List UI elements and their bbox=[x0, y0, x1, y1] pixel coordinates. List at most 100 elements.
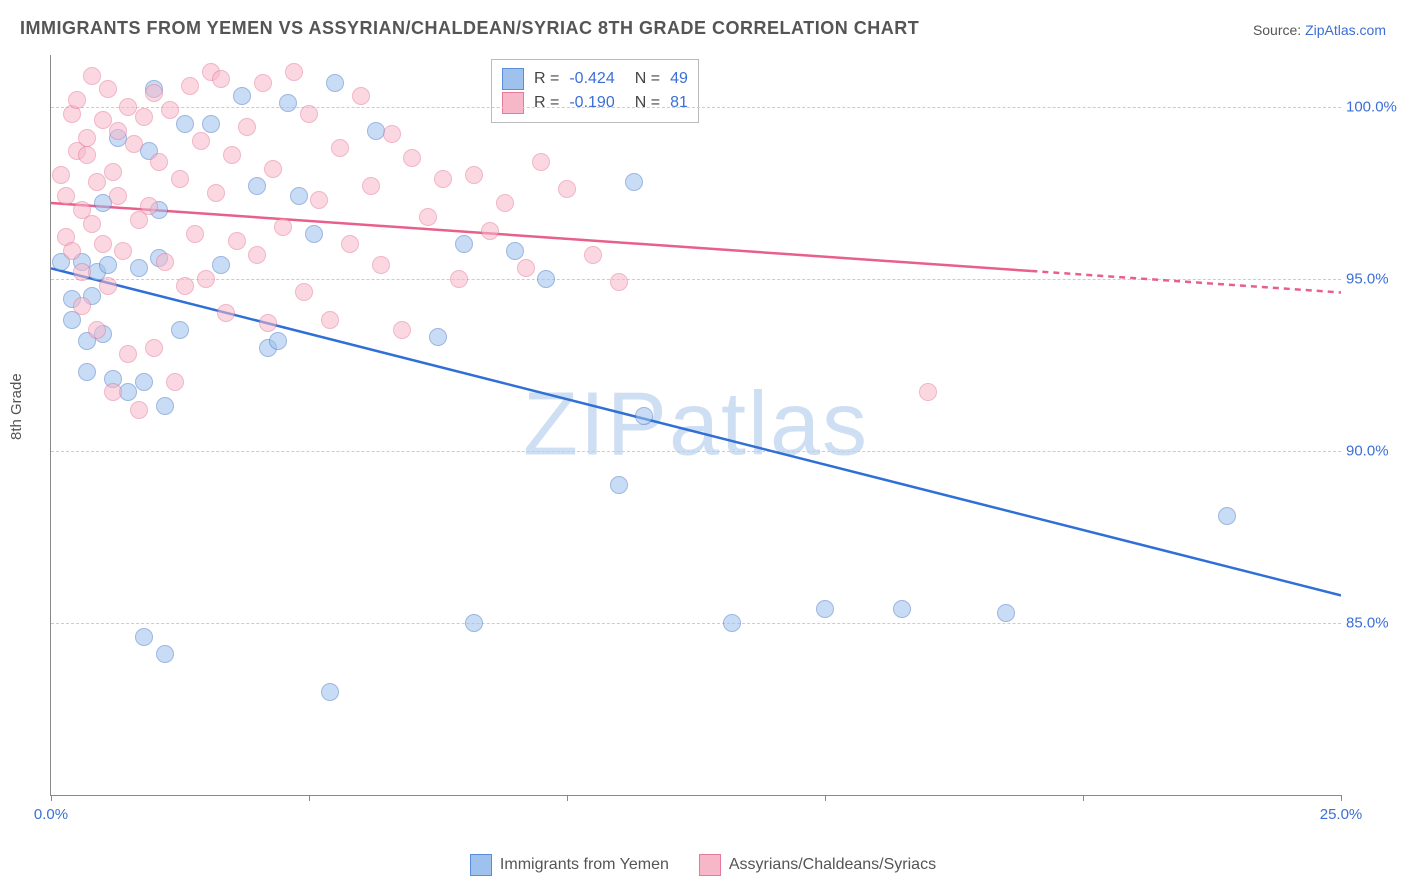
data-point bbox=[109, 122, 127, 140]
data-point bbox=[140, 197, 158, 215]
y-axis-label: 8th Grade bbox=[8, 373, 25, 440]
y-tick-label: 90.0% bbox=[1346, 442, 1401, 459]
data-point bbox=[63, 242, 81, 260]
correlation-legend: R = -0.424 N = 49 R = -0.190 N = 81 bbox=[491, 59, 699, 123]
x-tick-label: 25.0% bbox=[1320, 806, 1363, 823]
data-point bbox=[99, 256, 117, 274]
data-point bbox=[997, 604, 1015, 622]
y-tick-label: 95.0% bbox=[1346, 270, 1401, 287]
data-point bbox=[99, 80, 117, 98]
swatch-blue bbox=[502, 68, 524, 90]
watermark: ZIPatlas bbox=[523, 374, 869, 477]
data-point bbox=[331, 139, 349, 157]
data-point bbox=[455, 235, 473, 253]
r-value-pink: -0.190 bbox=[569, 94, 614, 112]
data-point bbox=[176, 115, 194, 133]
chart-title: IMMIGRANTS FROM YEMEN VS ASSYRIAN/CHALDE… bbox=[20, 18, 919, 39]
data-point bbox=[352, 87, 370, 105]
data-point bbox=[233, 87, 251, 105]
r-label: R = bbox=[534, 70, 559, 88]
data-point bbox=[517, 259, 535, 277]
data-point bbox=[119, 383, 137, 401]
data-point bbox=[300, 105, 318, 123]
data-point bbox=[171, 321, 189, 339]
data-point bbox=[125, 135, 143, 153]
data-point bbox=[310, 191, 328, 209]
data-point bbox=[228, 232, 246, 250]
source-link[interactable]: ZipAtlas.com bbox=[1305, 22, 1386, 38]
data-point bbox=[434, 170, 452, 188]
data-point bbox=[156, 253, 174, 271]
legend-item-blue: Immigrants from Yemen bbox=[470, 854, 669, 876]
x-tick-mark bbox=[825, 795, 826, 801]
data-point bbox=[135, 108, 153, 126]
data-point bbox=[610, 273, 628, 291]
data-point bbox=[279, 94, 297, 112]
data-point bbox=[130, 259, 148, 277]
y-tick-label: 100.0% bbox=[1346, 98, 1401, 115]
data-point bbox=[269, 332, 287, 350]
scatter-chart: ZIPatlas R = -0.424 N = 49 R = -0.190 N … bbox=[50, 55, 1341, 796]
data-point bbox=[73, 297, 91, 315]
data-point bbox=[145, 84, 163, 102]
data-point bbox=[68, 91, 86, 109]
legend-row-pink: R = -0.190 N = 81 bbox=[502, 92, 688, 114]
data-point bbox=[295, 283, 313, 301]
data-point bbox=[88, 321, 106, 339]
data-point bbox=[362, 177, 380, 195]
data-point bbox=[217, 304, 235, 322]
gridline bbox=[51, 279, 1341, 280]
data-point bbox=[465, 614, 483, 632]
data-point bbox=[238, 118, 256, 136]
data-point bbox=[192, 132, 210, 150]
data-point bbox=[532, 153, 550, 171]
data-point bbox=[83, 215, 101, 233]
data-point bbox=[135, 373, 153, 391]
swatch-blue bbox=[470, 854, 492, 876]
data-point bbox=[150, 153, 168, 171]
data-point bbox=[372, 256, 390, 274]
trendlines bbox=[51, 55, 1341, 795]
data-point bbox=[78, 129, 96, 147]
data-point bbox=[419, 208, 437, 226]
data-point bbox=[496, 194, 514, 212]
data-point bbox=[506, 242, 524, 260]
data-point bbox=[584, 246, 602, 264]
data-point bbox=[403, 149, 421, 167]
data-point bbox=[429, 328, 447, 346]
gridline bbox=[51, 623, 1341, 624]
data-point bbox=[114, 242, 132, 260]
data-point bbox=[181, 77, 199, 95]
data-point bbox=[465, 166, 483, 184]
source-attribution: Source: ZipAtlas.com bbox=[1253, 22, 1386, 38]
y-tick-label: 85.0% bbox=[1346, 614, 1401, 631]
r-label: R = bbox=[534, 94, 559, 112]
n-label: N = bbox=[635, 94, 660, 112]
series-name-pink: Assyrians/Chaldeans/Syriacs bbox=[729, 856, 936, 874]
data-point bbox=[94, 235, 112, 253]
data-point bbox=[176, 277, 194, 295]
data-point bbox=[156, 397, 174, 415]
x-tick-mark bbox=[1083, 795, 1084, 801]
x-tick-mark bbox=[567, 795, 568, 801]
data-point bbox=[290, 187, 308, 205]
data-point bbox=[78, 363, 96, 381]
data-point bbox=[635, 407, 653, 425]
data-point bbox=[73, 263, 91, 281]
data-point bbox=[161, 101, 179, 119]
data-point bbox=[83, 67, 101, 85]
data-point bbox=[450, 270, 468, 288]
data-point bbox=[285, 63, 303, 81]
data-point bbox=[610, 476, 628, 494]
series-name-blue: Immigrants from Yemen bbox=[500, 856, 669, 874]
data-point bbox=[207, 184, 225, 202]
swatch-pink bbox=[699, 854, 721, 876]
data-point bbox=[816, 600, 834, 618]
legend-item-pink: Assyrians/Chaldeans/Syriacs bbox=[699, 854, 936, 876]
legend-row-blue: R = -0.424 N = 49 bbox=[502, 68, 688, 90]
data-point bbox=[248, 246, 266, 264]
data-point bbox=[893, 600, 911, 618]
data-point bbox=[104, 383, 122, 401]
data-point bbox=[166, 373, 184, 391]
data-point bbox=[341, 235, 359, 253]
